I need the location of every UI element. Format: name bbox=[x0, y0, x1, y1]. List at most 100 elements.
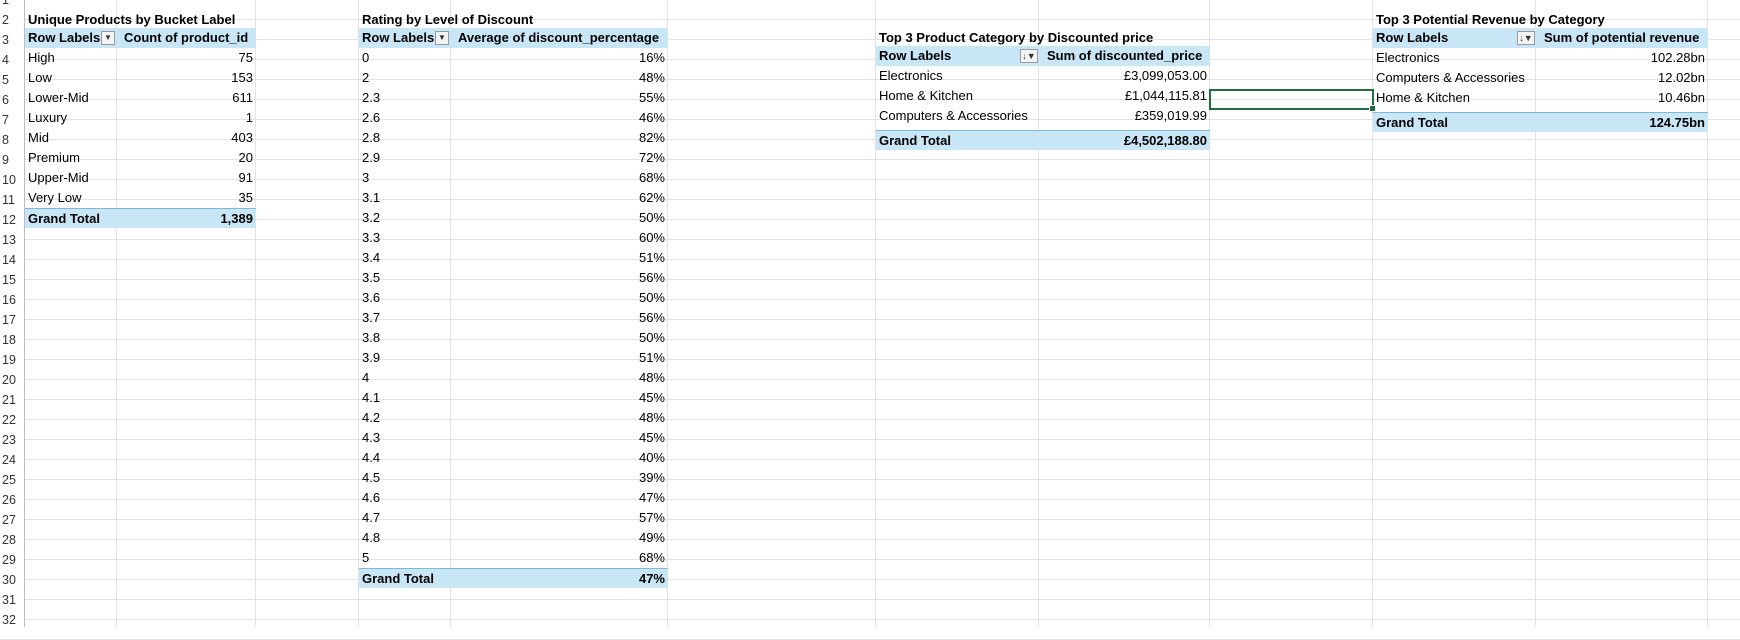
row-number[interactable]: 31 bbox=[0, 590, 24, 610]
pivot4-sort-filter-icon[interactable]: ↓▼ bbox=[1517, 31, 1535, 45]
pivot1-row-label[interactable]: Mid bbox=[28, 130, 49, 145]
pivot2-row-value[interactable]: 48% bbox=[638, 370, 665, 385]
pivot2-row-label[interactable]: 3.8 bbox=[362, 330, 381, 345]
pivot1-row-value[interactable]: 153 bbox=[231, 70, 253, 85]
pivot2-row-label[interactable]: 3.4 bbox=[362, 250, 381, 265]
pivot2-row-value[interactable]: 68% bbox=[638, 170, 665, 185]
pivot2-row-value[interactable]: 48% bbox=[638, 70, 665, 85]
pivot2-row-label[interactable]: 4.1 bbox=[362, 390, 381, 405]
pivot2-row-label[interactable]: 3.2 bbox=[362, 210, 381, 225]
row-number[interactable]: 8 bbox=[0, 130, 24, 150]
pivot2-row-value[interactable]: 68% bbox=[638, 550, 665, 565]
pivot2-row-label[interactable]: 0 bbox=[362, 50, 370, 65]
pivot2-row-value[interactable]: 51% bbox=[638, 250, 665, 265]
pivot3-header-row-labels[interactable]: Row Labels bbox=[876, 46, 1039, 66]
pivot2-row-value[interactable]: 49% bbox=[638, 530, 665, 545]
row-number[interactable]: 26 bbox=[0, 490, 24, 510]
row-number[interactable]: 22 bbox=[0, 410, 24, 430]
row-number[interactable]: 1 bbox=[0, 0, 24, 10]
pivot2-grand-total-label[interactable]: Grand Total bbox=[359, 568, 451, 588]
pivot2-header-row-labels[interactable]: Row Labels bbox=[359, 28, 451, 48]
pivot1-row-label[interactable]: High bbox=[28, 50, 55, 65]
pivot1-filter-dropdown-icon[interactable]: ▼ bbox=[101, 31, 115, 45]
pivot3-grand-total-label[interactable]: Grand Total bbox=[876, 130, 1039, 150]
pivot1-row-value[interactable]: 611 bbox=[232, 90, 253, 105]
pivot2-row-value[interactable]: 60% bbox=[638, 230, 665, 245]
row-number[interactable]: 5 bbox=[0, 70, 24, 90]
pivot3-header-sum[interactable]: Sum of discounted_price bbox=[1039, 46, 1210, 66]
pivot2-row-label[interactable]: 2.9 bbox=[362, 150, 381, 165]
pivot1-row-label[interactable]: Lower-Mid bbox=[28, 90, 89, 105]
pivot1-grand-total-value[interactable]: 1,389 bbox=[117, 208, 256, 228]
row-number[interactable]: 3 bbox=[0, 30, 24, 50]
pivot1-row-value[interactable]: 35 bbox=[238, 190, 253, 205]
pivot4-grand-total-value[interactable]: 124.75bn bbox=[1536, 112, 1708, 132]
pivot3-row-label[interactable]: Home & Kitchen bbox=[879, 88, 973, 103]
row-number[interactable]: 18 bbox=[0, 330, 24, 350]
pivot2-row-value[interactable]: 50% bbox=[638, 210, 665, 225]
pivot2-row-value[interactable]: 50% bbox=[638, 290, 665, 305]
row-number[interactable]: 6 bbox=[0, 90, 24, 110]
pivot2-row-value[interactable]: 72% bbox=[638, 150, 665, 165]
row-number[interactable]: 27 bbox=[0, 510, 24, 530]
pivot2-row-label[interactable]: 4.5 bbox=[362, 470, 381, 485]
pivot2-row-label[interactable]: 4.2 bbox=[362, 410, 381, 425]
row-number[interactable]: 11 bbox=[0, 190, 24, 210]
row-number[interactable]: 19 bbox=[0, 350, 24, 370]
pivot4-row-label[interactable]: Electronics bbox=[1376, 50, 1440, 65]
row-number[interactable]: 21 bbox=[0, 390, 24, 410]
row-number[interactable]: 29 bbox=[0, 550, 24, 570]
pivot1-row-label[interactable]: Premium bbox=[28, 150, 81, 165]
pivot3-row-label[interactable]: Computers & Accessories bbox=[879, 108, 1028, 123]
pivot2-row-value[interactable]: 51% bbox=[638, 350, 665, 365]
row-number[interactable]: 10 bbox=[0, 170, 24, 190]
pivot2-row-value[interactable]: 56% bbox=[638, 310, 665, 325]
pivot2-row-label[interactable]: 4.7 bbox=[362, 510, 381, 525]
row-number[interactable]: 28 bbox=[0, 530, 24, 550]
pivot2-row-value[interactable]: 62% bbox=[638, 190, 665, 205]
pivot1-row-label[interactable]: Upper-Mid bbox=[28, 170, 89, 185]
pivot2-row-label[interactable]: 2.3 bbox=[362, 90, 381, 105]
pivot1-header-count[interactable]: Count of product_id bbox=[117, 28, 256, 48]
pivot1-row-value[interactable]: 20 bbox=[238, 150, 253, 165]
row-number[interactable]: 16 bbox=[0, 290, 24, 310]
pivot2-row-value[interactable]: 40% bbox=[638, 450, 665, 465]
pivot3-row-value[interactable]: £3,099,053.00 bbox=[1123, 68, 1207, 83]
pivot2-row-label[interactable]: 4.8 bbox=[362, 530, 381, 545]
pivot2-row-label[interactable]: 2.6 bbox=[362, 110, 381, 125]
row-number[interactable]: 24 bbox=[0, 450, 24, 470]
pivot2-row-label[interactable]: 3.3 bbox=[362, 230, 381, 245]
row-number[interactable]: 14 bbox=[0, 250, 24, 270]
row-number[interactable]: 25 bbox=[0, 470, 24, 490]
row-number[interactable]: 2 bbox=[0, 10, 24, 30]
pivot4-row-value[interactable]: 102.28bn bbox=[1650, 50, 1705, 65]
pivot2-row-value[interactable]: 82% bbox=[638, 130, 665, 145]
pivot2-row-label[interactable]: 3.5 bbox=[362, 270, 381, 285]
row-number[interactable]: 15 bbox=[0, 270, 24, 290]
pivot2-row-value[interactable]: 47% bbox=[638, 490, 665, 505]
pivot2-row-label[interactable]: 3.9 bbox=[362, 350, 381, 365]
pivot4-row-label[interactable]: Computers & Accessories bbox=[1376, 70, 1525, 85]
pivot2-grand-total-value[interactable]: 47% bbox=[451, 568, 668, 588]
row-number[interactable]: 30 bbox=[0, 570, 24, 590]
pivot2-row-label[interactable]: 3 bbox=[362, 170, 370, 185]
pivot3-row-label[interactable]: Electronics bbox=[879, 68, 943, 83]
row-number[interactable]: 7 bbox=[0, 110, 24, 130]
pivot4-row-label[interactable]: Home & Kitchen bbox=[1376, 90, 1470, 105]
pivot2-row-label[interactable]: 3.6 bbox=[362, 290, 381, 305]
pivot1-grand-total-label[interactable]: Grand Total bbox=[25, 208, 117, 228]
pivot2-row-value[interactable]: 56% bbox=[638, 270, 665, 285]
row-number[interactable]: 9 bbox=[0, 150, 24, 170]
pivot2-row-label[interactable]: 4.6 bbox=[362, 490, 381, 505]
pivot1-row-label[interactable]: Low bbox=[28, 70, 52, 85]
row-number[interactable]: 23 bbox=[0, 430, 24, 450]
pivot2-row-value[interactable]: 50% bbox=[638, 330, 665, 345]
pivot1-row-value[interactable]: 1 bbox=[245, 110, 253, 125]
pivot2-row-value[interactable]: 45% bbox=[638, 430, 665, 445]
pivot1-header-row-labels[interactable]: Row Labels bbox=[25, 28, 117, 48]
pivot2-row-value[interactable]: 48% bbox=[638, 410, 665, 425]
row-number[interactable]: 13 bbox=[0, 230, 24, 250]
pivot2-row-value[interactable]: 55% bbox=[638, 90, 665, 105]
pivot2-filter-dropdown-icon[interactable]: ▼ bbox=[435, 31, 449, 45]
